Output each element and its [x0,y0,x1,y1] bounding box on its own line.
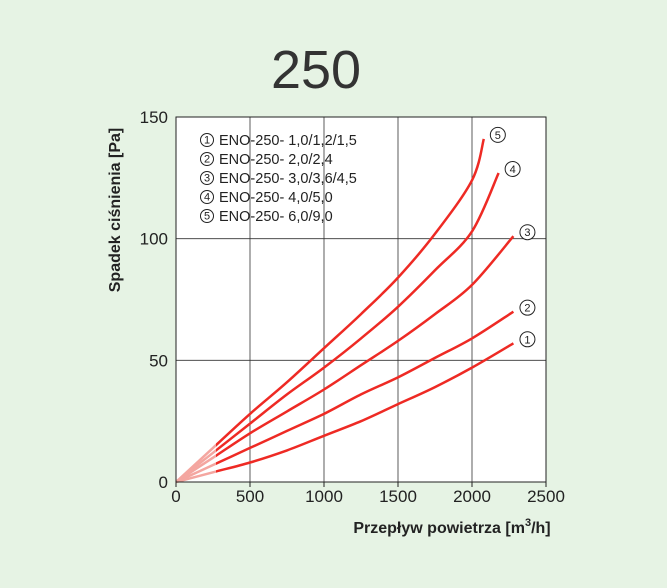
legend-label: ENO-250- 4,0/5,0 [219,190,333,206]
x-axis-title-main: Przepływ powietrza [m [353,520,525,537]
legend-label: ENO-250- 3,0/3,6/4,5 [219,171,357,187]
series-line-2 [215,310,515,466]
series-marker-4: 4 [504,160,521,177]
series-markers: 1 2 3 4 5 [489,126,536,348]
series-marker-number: 4 [510,164,516,176]
circle-marker-icon [519,299,536,316]
x-tick-labels: 0 500 1000 1500 2000 2500 [171,482,565,506]
y-tick-label: 150 [140,108,168,127]
series-marker-number: 3 [524,227,530,239]
series-line-3 [215,235,515,458]
series-line-5 [215,138,486,447]
legend-number: 5 [204,211,210,223]
legend-label: ENO-250- 6,0/9,0 [219,209,333,225]
legend-circle-icon [200,171,214,185]
series-marker-3: 3 [519,224,536,241]
legend-entry: 3 ENO-250- 3,0/3,6/4,5 [200,171,357,187]
x-tick-label: 2000 [453,487,491,506]
circle-marker-icon [519,331,536,348]
circle-marker-icon [519,224,536,241]
legend-entry: 2 ENO-250- 2,0/2,4 [200,152,333,168]
y-axis-title: Spadek ciśnienia [Pa] [107,128,124,293]
x-axis-title-suffix: /h] [531,520,551,537]
y-tick-label: 0 [159,473,168,492]
series-marker-number: 1 [524,334,530,346]
series-line-4 [215,172,500,453]
legend-number: 3 [204,173,210,185]
x-tick-label: 2500 [527,487,565,506]
series-marker-5: 5 [489,126,506,143]
series-line-1 [215,342,515,473]
x-axis-title-sup: 3 [525,517,531,529]
legend-label: ENO-250- 2,0/2,4 [219,152,333,168]
x-axis-title: Przepływ powietrza [m3/h] [353,517,550,537]
legend-entry: 1 ENO-250- 1,0/1,2/1,5 [200,133,357,149]
series-marker-number: 2 [524,303,530,315]
legend-number: 2 [204,154,210,166]
circle-marker-icon [504,160,521,177]
legend-entry: 4 ENO-250- 4,0/5,0 [200,190,333,206]
legend-label: ENO-250- 1,0/1,2/1,5 [219,133,357,149]
legend-circle-icon [200,209,214,223]
legend-number: 4 [204,192,210,204]
y-tick-labels: 0 50 100 150 [140,108,168,492]
series-marker-2: 2 [519,299,536,316]
y-tick-label: 100 [140,230,168,249]
circle-marker-icon [489,126,506,143]
series-marker-number: 5 [495,130,501,142]
plot-frame [175,116,547,483]
legend-circle-icon [200,190,214,204]
legend-circle-icon [200,152,214,166]
series-marker-1: 1 [519,331,536,348]
chart-title: 250 [271,40,361,100]
x-tick-label: 1500 [379,487,417,506]
x-tick-label: 500 [236,487,264,506]
y-tick-label: 50 [149,351,168,370]
legend-number: 1 [204,135,210,147]
legend-entry: 5 ENO-250- 6,0/9,0 [200,209,333,225]
x-tick-label: 0 [171,487,180,506]
series-lines [175,138,515,484]
legend: 1 ENO-250- 1,0/1,2/1,52 ENO-250- 2,0/2,43 E… [200,133,357,225]
x-tick-label: 1000 [305,487,343,506]
legend-circle-icon [200,133,214,147]
